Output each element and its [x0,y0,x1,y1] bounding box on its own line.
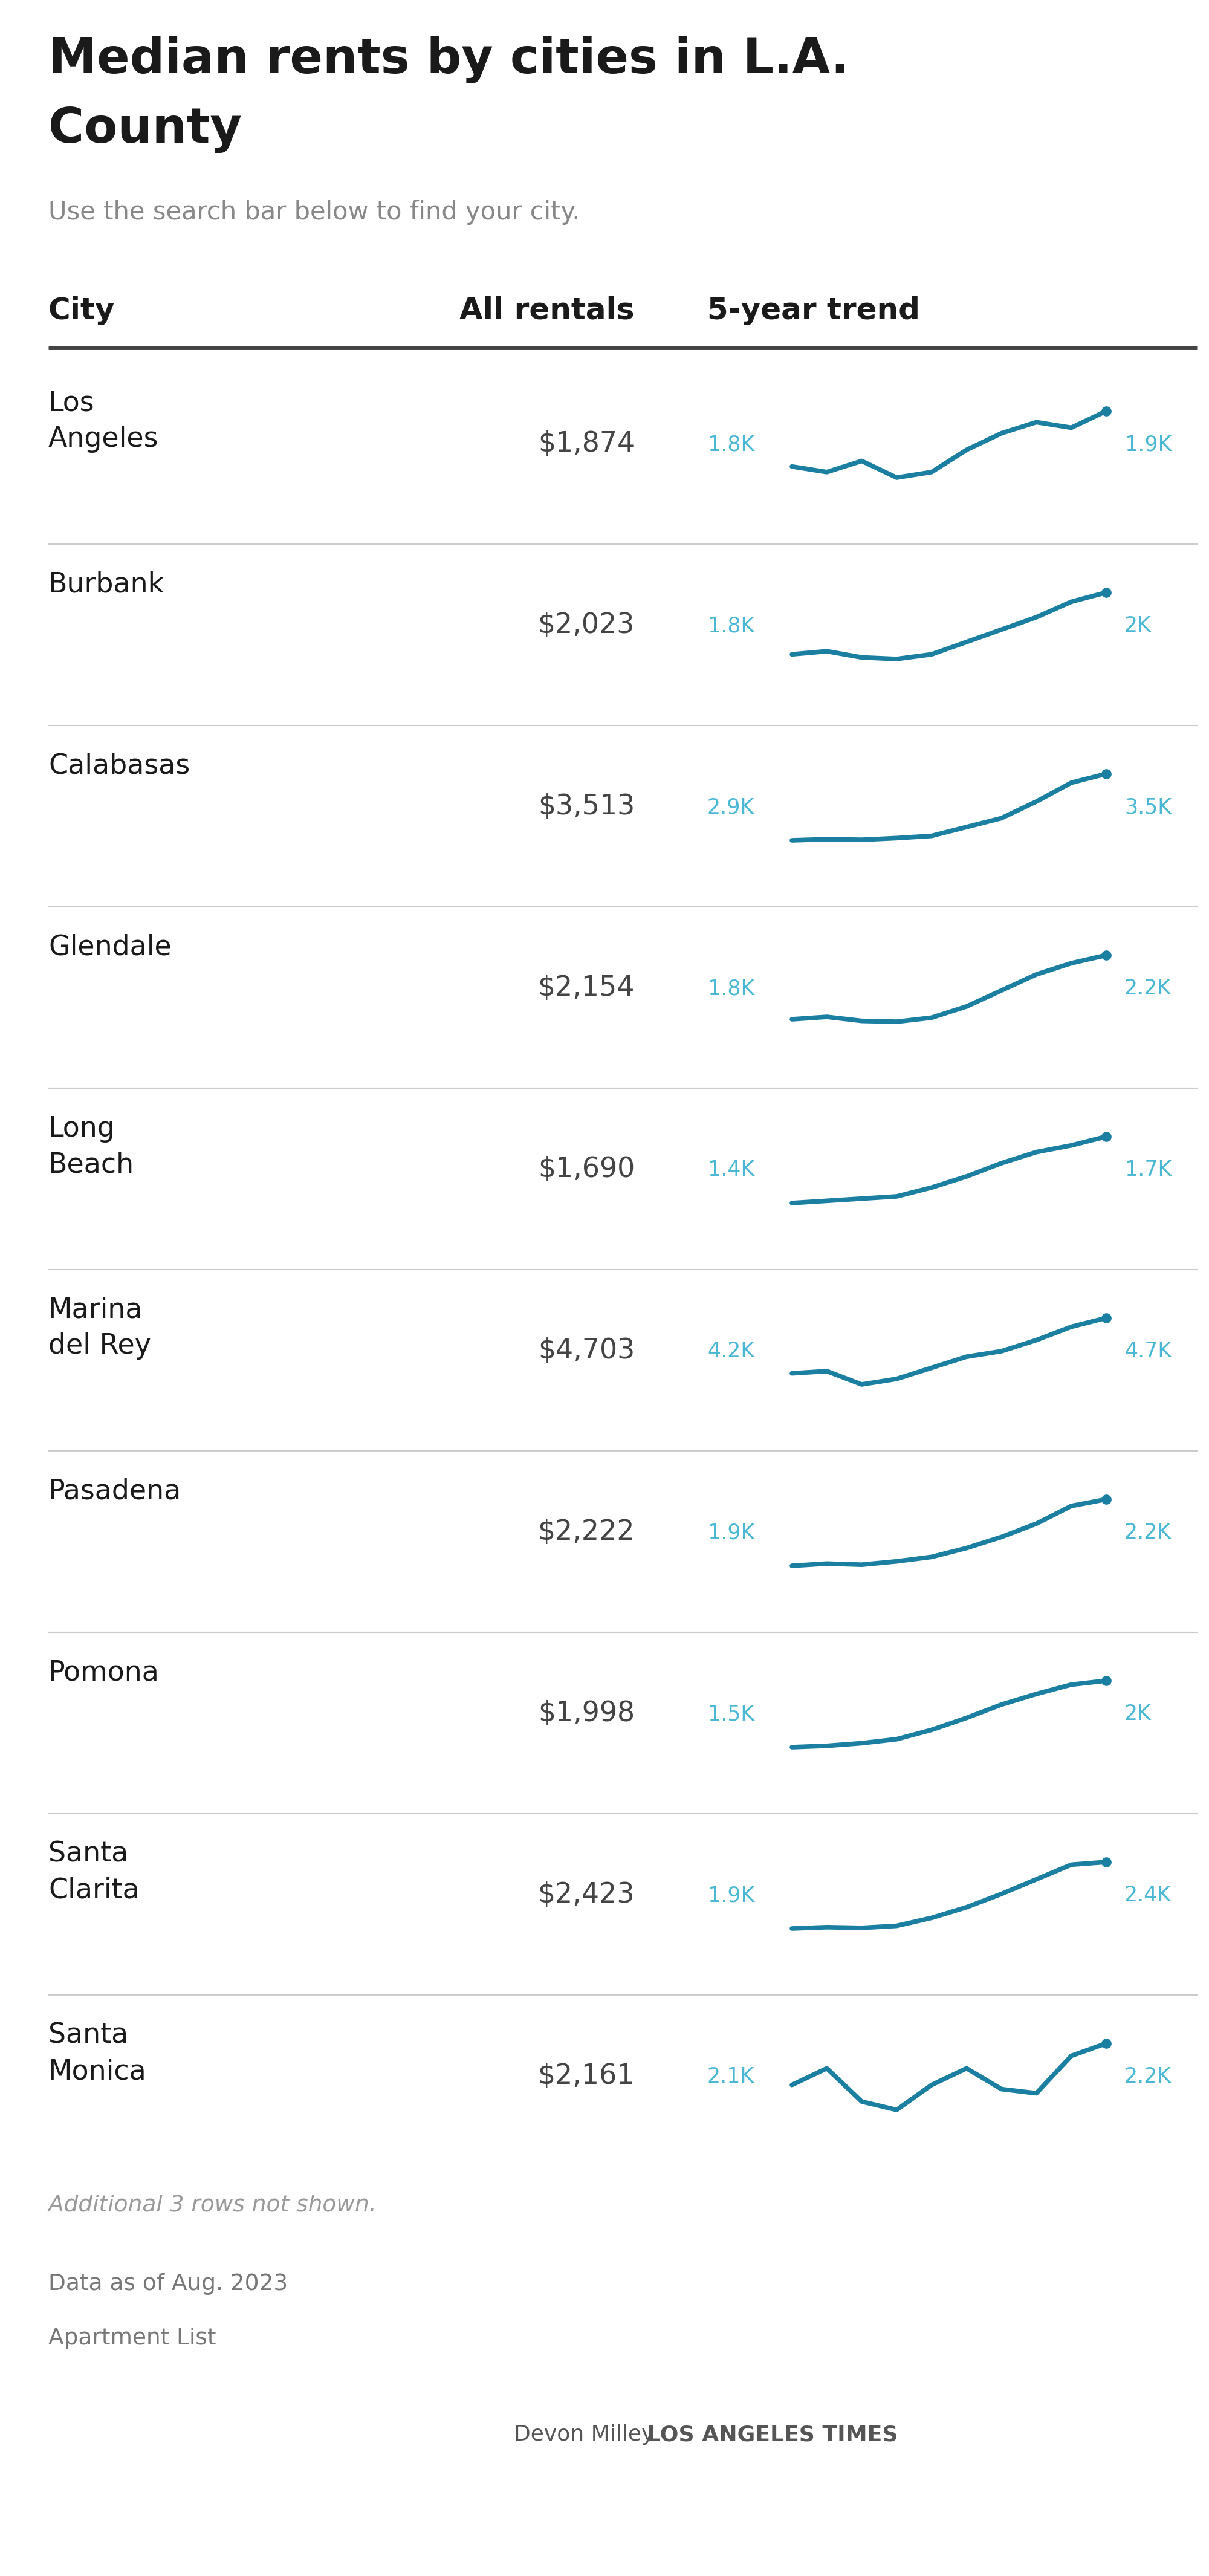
Text: 2.2K: 2.2K [1124,979,1172,999]
Text: Apartment List: Apartment List [48,2329,216,2349]
Text: 1.8K: 1.8K [707,435,754,453]
Text: Pomona: Pomona [48,1659,160,1687]
Text: 2.2K: 2.2K [1124,2066,1172,2087]
Text: 2K: 2K [1124,1703,1151,1723]
Text: 1.5K: 1.5K [707,1703,754,1723]
Text: 5-year trend: 5-year trend [707,296,920,325]
Text: 2.1K: 2.1K [707,2066,754,2087]
Text: Use the search bar below to find your city.: Use the search bar below to find your ci… [48,198,580,224]
Text: 1.8K: 1.8K [707,616,754,636]
Text: 2.4K: 2.4K [1124,1886,1172,1906]
Text: 2.2K: 2.2K [1124,1522,1172,1543]
Text: 3.5K: 3.5K [1124,796,1172,817]
Text: Long
Beach: Long Beach [48,1115,134,1177]
Text: Marina
del Rey: Marina del Rey [48,1296,151,1360]
Text: 4.2K: 4.2K [707,1342,754,1363]
Text: Devon Milley: Devon Milley [514,2424,654,2445]
Text: 4.7K: 4.7K [1124,1342,1172,1363]
Text: LOS ANGELES TIMES: LOS ANGELES TIMES [647,2424,898,2445]
Text: $1,998: $1,998 [538,1700,635,1728]
Text: 1.4K: 1.4K [707,1159,754,1180]
Text: Burbank: Burbank [48,572,164,598]
Text: Median rents by cities in L.A.: Median rents by cities in L.A. [48,36,850,82]
Text: $1,690: $1,690 [538,1157,635,1182]
Text: Los
Angeles: Los Angeles [48,389,158,453]
Text: Calabasas: Calabasas [48,752,190,781]
Text: 2.9K: 2.9K [707,796,754,817]
Text: 1.7K: 1.7K [1124,1159,1172,1180]
Text: Pasadena: Pasadena [48,1479,181,1504]
Text: 1.9K: 1.9K [1124,435,1172,453]
Text: $2,154: $2,154 [538,974,635,1002]
Text: $1,874: $1,874 [538,430,635,459]
Text: $3,513: $3,513 [538,793,635,822]
Text: $4,703: $4,703 [538,1337,635,1365]
Text: City: City [48,296,115,325]
Text: 1.8K: 1.8K [707,979,754,999]
Text: Data as of Aug. 2023: Data as of Aug. 2023 [48,2272,288,2295]
Text: Santa
Clarita: Santa Clarita [48,1842,139,1904]
Text: Glendale: Glendale [48,935,172,961]
Text: $2,423: $2,423 [538,1880,635,1909]
Text: 1.9K: 1.9K [707,1886,754,1906]
Text: County: County [48,106,242,152]
Text: 1.9K: 1.9K [707,1522,754,1543]
Text: All rentals: All rentals [459,296,635,325]
Text: $2,023: $2,023 [538,613,635,639]
Text: $2,222: $2,222 [538,1520,635,1546]
Text: 2K: 2K [1124,616,1151,636]
Text: Additional 3 rows not shown.: Additional 3 rows not shown. [48,2195,376,2215]
Text: Santa
Monica: Santa Monica [48,2022,146,2084]
Text: $2,161: $2,161 [538,2063,635,2089]
